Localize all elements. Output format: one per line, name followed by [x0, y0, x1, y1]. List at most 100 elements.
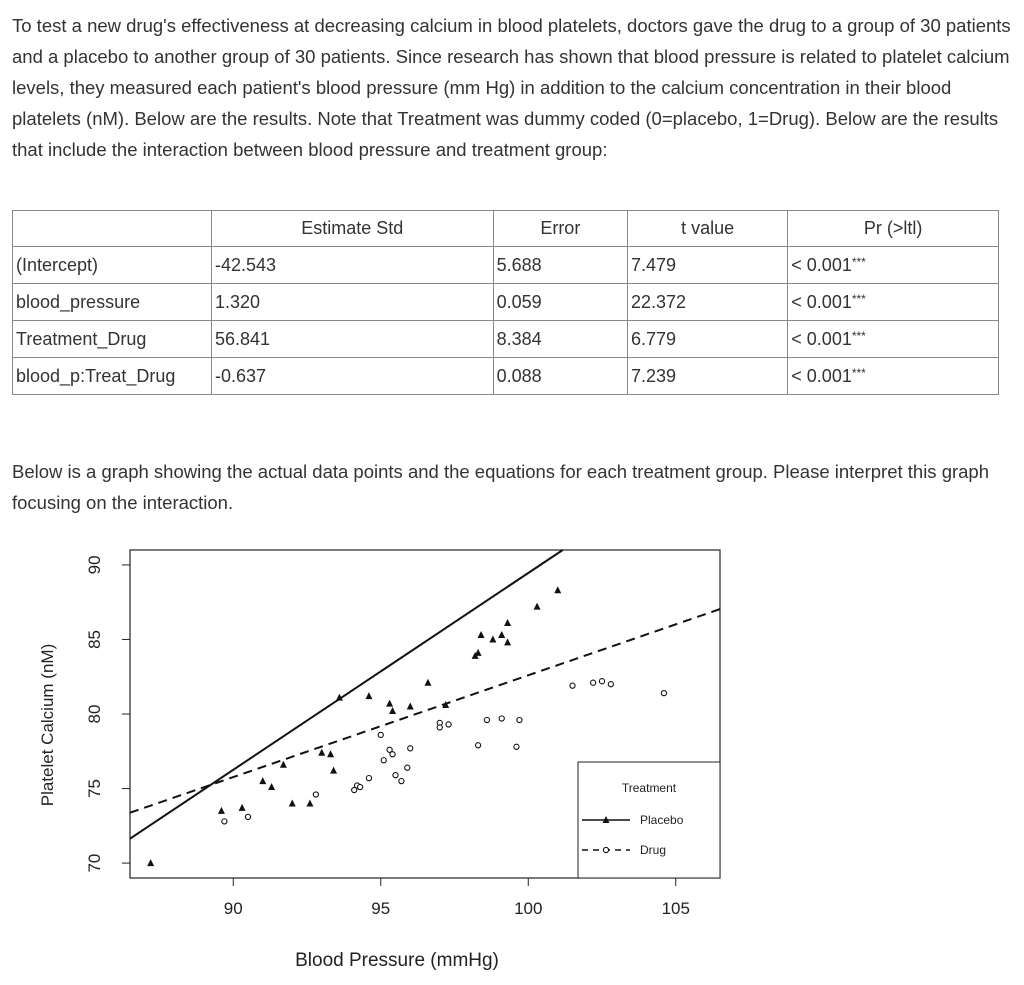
drug-point: [312, 791, 319, 798]
placebo-point: [477, 630, 485, 638]
drug-point: [483, 716, 491, 724]
cell-t-value: 6.779: [627, 320, 789, 358]
placebo-point: [533, 602, 541, 610]
drug-point: [377, 731, 384, 739]
cell-p-value: < 0.001***: [787, 283, 999, 321]
drug-point: [445, 721, 452, 728]
significance-stars: ***: [851, 254, 866, 269]
drug-point: [404, 764, 411, 771]
placebo-regression-line: [129, 549, 564, 840]
placebo-point: [554, 586, 562, 594]
drug-point: [569, 682, 576, 689]
drug-point: [498, 715, 505, 722]
y-tick-label: 90: [85, 555, 104, 574]
table-row: (Intercept) -42.543 5.688 7.479 < 0.001*…: [12, 246, 999, 284]
regression-lines: [129, 549, 721, 840]
intro-paragraph: To test a new drug's effectiveness at de…: [12, 15, 1011, 160]
legend-placebo-label: Placebo: [640, 813, 684, 827]
drug-point: [407, 745, 414, 752]
placebo-point: [386, 699, 394, 707]
header-error: Error: [492, 210, 629, 247]
x-axis-label: Blood Pressure (mmHg): [295, 950, 499, 971]
placebo-point: [335, 693, 343, 701]
cell-p-value: < 0.001***: [787, 246, 999, 284]
placebo-point: [442, 701, 450, 709]
cell-estimate: -0.637: [211, 357, 494, 395]
drug-point: [436, 724, 443, 731]
cell-estimate: -42.543: [211, 246, 494, 284]
significance-stars: ***: [851, 365, 866, 380]
placebo-point: [288, 799, 296, 807]
placebo-point: [365, 692, 373, 700]
legend: Treatment Placebo Drug: [577, 761, 721, 879]
drug-point: [221, 818, 228, 825]
drug-point: [398, 777, 405, 785]
axes: 90 95 100 105 70 75 80 85 90: [85, 555, 690, 918]
placebo-point: [498, 630, 506, 638]
cell-estimate: 1.320: [211, 283, 494, 321]
cell-estimate: 56.841: [211, 320, 494, 358]
placebo-point: [238, 803, 246, 811]
legend-drug-label: Drug: [640, 843, 666, 857]
significance-stars: ***: [851, 291, 866, 306]
placebo-point: [330, 766, 338, 774]
placebo-point: [424, 678, 432, 686]
placebo-point: [279, 760, 287, 768]
row-name: Treatment_Drug: [12, 320, 212, 358]
table-row: blood_p:Treat_Drug -0.637 0.088 7.239 < …: [12, 357, 999, 395]
y-tick-label: 75: [85, 779, 104, 798]
cell-p-value: < 0.001***: [787, 320, 999, 358]
placebo-point: [268, 783, 276, 791]
drug-point: [365, 774, 373, 782]
drug-point: [660, 689, 668, 697]
drug-point: [244, 813, 252, 821]
cell-p-value: < 0.001***: [787, 357, 999, 395]
y-tick-label: 85: [85, 630, 104, 649]
placebo-point: [147, 859, 155, 867]
header-p-value: Pr (>ltl): [787, 210, 999, 247]
placebo-point: [217, 806, 225, 814]
drug-point: [351, 786, 358, 794]
cell-error: 0.088: [492, 357, 629, 395]
y-tick-label: 80: [85, 705, 104, 724]
graph-intro-paragraph: Below is a graph showing the actual data…: [12, 461, 990, 513]
y-axis-label: Platelet Calcium (nM): [38, 644, 57, 807]
drug-point: [607, 681, 614, 688]
legend-drug-marker: [602, 846, 610, 854]
p-text: < 0.001: [791, 365, 852, 386]
placebo-point: [489, 635, 497, 643]
drug-point: [590, 679, 597, 686]
cell-t-value: 22.372: [627, 283, 789, 321]
table-header-row: Estimate Std Error t value Pr (>ltl): [12, 210, 999, 247]
cell-t-value: 7.479: [627, 246, 789, 284]
row-name: (Intercept): [12, 246, 212, 284]
legend-placebo-marker: [602, 816, 610, 823]
drug-point: [516, 716, 523, 724]
cell-error: 8.384: [492, 320, 629, 358]
placebo-point: [406, 702, 414, 710]
drug-point: [392, 771, 399, 779]
legend-title: Treatment: [622, 781, 677, 795]
cell-error: 5.688: [492, 246, 629, 284]
drug-point: [474, 742, 482, 749]
x-tick-label: 105: [662, 899, 690, 918]
placebo-point: [318, 748, 326, 756]
drug-point: [386, 746, 393, 753]
p-text: < 0.001: [791, 328, 852, 349]
placebo-point: [327, 750, 335, 758]
drug-point: [356, 783, 364, 791]
row-name: blood_p:Treat_Drug: [12, 357, 212, 395]
p-text: < 0.001: [791, 254, 852, 275]
placebo-point: [474, 648, 482, 656]
x-tick-label: 100: [514, 899, 542, 918]
placebo-point: [306, 799, 314, 807]
regression-table: Estimate Std Error t value Pr (>ltl) (In…: [12, 210, 999, 395]
cell-t-value: 7.239: [627, 357, 789, 395]
p-text: < 0.001: [791, 291, 852, 312]
table-row: Treatment_Drug 56.841 8.384 6.779 < 0.00…: [12, 320, 999, 358]
placebo-point: [389, 707, 397, 715]
significance-stars: ***: [851, 328, 866, 343]
header-blank: [12, 210, 212, 247]
scatter-chart: 90 95 100 105 70 75 80 85 90 Treatment Placebo Dru…: [38, 549, 721, 971]
x-tick-label: 90: [224, 899, 243, 918]
